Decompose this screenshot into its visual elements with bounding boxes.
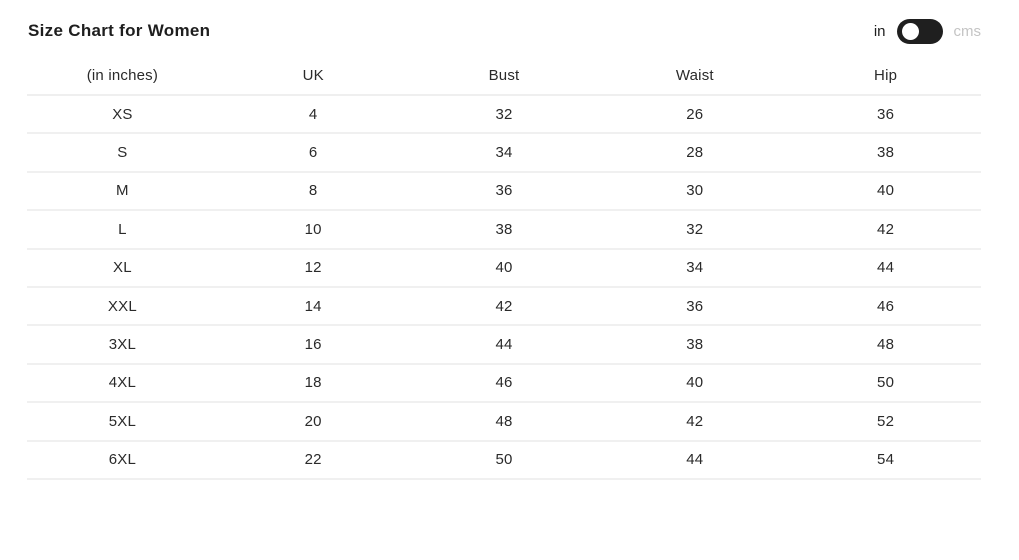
measurement-cell: 38 [790, 133, 981, 173]
unit-label-cms: cms [953, 22, 982, 40]
measurement-cell: 8 [217, 171, 409, 212]
measurement-cell: 26 [599, 95, 791, 135]
table-row: 6XL 22 50 44 54 [27, 440, 981, 480]
measurement-cell: 6 [217, 133, 409, 173]
measurement-cell: 42 [599, 402, 791, 442]
table-row: L 10 38 32 42 [27, 210, 981, 250]
table-row: XL 12 40 34 44 [27, 248, 981, 288]
measurement-cell: 4 [217, 95, 409, 135]
measurement-cell: 34 [599, 248, 791, 288]
column-header: (in inches) [27, 57, 218, 96]
measurement-cell: 36 [599, 286, 791, 327]
table-row: XXL 14 42 36 46 [27, 286, 981, 327]
size-label-cell: L [27, 210, 218, 250]
size-label-cell: S [27, 133, 218, 173]
table-row: 3XL 16 44 38 48 [27, 325, 981, 365]
measurement-cell: 10 [217, 210, 409, 250]
table-row: 4XL 18 46 40 50 [27, 363, 981, 404]
table-row: M 8 36 30 40 [27, 171, 981, 212]
column-header: Waist [599, 57, 791, 96]
unit-toggle: in cms [873, 18, 982, 44]
table-head: (in inches) UK Bust Waist Hip [27, 57, 981, 96]
measurement-cell: 40 [408, 248, 600, 288]
measurement-cell: 54 [790, 440, 981, 480]
measurement-cell: 40 [790, 171, 981, 212]
measurement-cell: 28 [599, 133, 791, 173]
measurement-cell: 42 [790, 210, 981, 250]
size-label-cell: XS [27, 95, 218, 135]
size-chart-header: Size Chart for Women in cms [0, 0, 1019, 44]
measurement-cell: 42 [408, 286, 600, 327]
measurement-cell: 48 [408, 402, 600, 442]
measurement-cell: 32 [408, 95, 600, 135]
measurement-cell: 50 [790, 363, 981, 404]
size-chart-table-container: (in inches) UK Bust Waist Hip XS 4 32 26 36 S 6 34 2… [27, 57, 981, 480]
size-label-cell: XL [27, 248, 218, 288]
table-row: S 6 34 28 38 [27, 133, 981, 173]
measurement-cell: 14 [217, 286, 409, 327]
measurement-cell: 40 [599, 363, 791, 404]
measurement-cell: 36 [408, 171, 600, 212]
table-body: XS 4 32 26 36 S 6 34 28 38 M 8 36 30 40 L 10 38 32 42 XL 12 40… [27, 95, 981, 480]
measurement-cell: 44 [599, 440, 791, 480]
measurement-cell: 12 [217, 248, 409, 288]
toggle-knob [901, 22, 919, 40]
measurement-cell: 50 [408, 440, 600, 480]
measurement-cell: 20 [217, 402, 409, 442]
measurement-cell: 44 [408, 325, 600, 365]
size-label-cell: 5XL [27, 402, 218, 442]
measurement-cell: 16 [217, 325, 409, 365]
size-label-cell: M [27, 171, 218, 212]
measurement-cell: 18 [217, 363, 409, 404]
measurement-cell: 22 [217, 440, 409, 480]
measurement-cell: 46 [790, 286, 981, 327]
column-header: UK [217, 57, 409, 96]
measurement-cell: 52 [790, 402, 981, 442]
measurement-cell: 32 [599, 210, 791, 250]
measurement-cell: 34 [408, 133, 600, 173]
measurement-cell: 48 [790, 325, 981, 365]
table-row: 5XL 20 48 42 52 [27, 402, 981, 442]
measurement-cell: 38 [599, 325, 791, 365]
size-label-cell: 6XL [27, 440, 218, 480]
column-header: Bust [408, 57, 600, 96]
unit-toggle-switch[interactable] [896, 18, 943, 44]
measurement-cell: 44 [790, 248, 981, 288]
measurement-cell: 30 [599, 171, 791, 212]
page-title: Size Chart for Women [28, 21, 211, 40]
size-label-cell: 3XL [27, 325, 218, 365]
measurement-cell: 46 [408, 363, 600, 404]
column-header: Hip [790, 57, 981, 96]
measurement-cell: 36 [790, 95, 981, 135]
size-label-cell: 4XL [27, 363, 218, 404]
table-row: XS 4 32 26 36 [27, 95, 981, 135]
unit-label-in: in [873, 22, 886, 40]
size-chart-table: (in inches) UK Bust Waist Hip XS 4 32 26 36 S 6 34 2… [27, 57, 981, 480]
size-label-cell: XXL [27, 286, 218, 327]
measurement-cell: 38 [408, 210, 600, 250]
table-header-row: (in inches) UK Bust Waist Hip [27, 57, 981, 96]
